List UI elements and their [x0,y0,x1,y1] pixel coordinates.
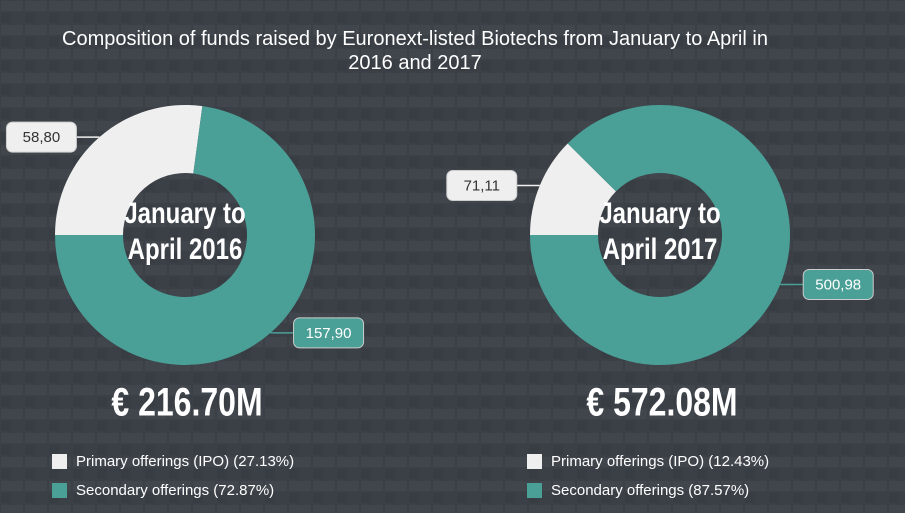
legend-swatch [52,454,67,469]
legend-swatch [527,454,542,469]
donut-segment [55,106,315,365]
legend-swatch [527,483,542,498]
donut-segment [530,143,616,235]
center-label: January to [599,195,720,229]
value-label: 500,98 [815,276,861,293]
center-label: April 2016 [128,231,243,265]
value-label: 58,80 [23,129,61,146]
value-label-box [802,268,874,300]
value-label-box [446,170,518,202]
legend-swatch [52,483,67,498]
legend-label: Secondary offerings (72.87%) [76,482,274,499]
legend-label: Primary offerings (IPO) (12.43%) [551,453,769,470]
value-label-box [5,121,77,153]
value-label-box [293,317,365,349]
center-label: April 2017 [603,231,718,265]
legend-label: Primary offerings (IPO) (27.13%) [76,453,294,470]
total-label: € 572.08M [586,379,737,424]
donut-segment [55,105,203,236]
chart-title: Composition of funds raised by Euronext-… [62,28,768,74]
legend-label: Secondary offerings (87.57%) [551,482,749,499]
total-label: € 216.70M [111,379,262,424]
center-label: January to [124,195,245,229]
value-label: 71,11 [464,177,500,194]
value-label: 157,90 [306,325,352,342]
donut-segment [530,105,790,366]
